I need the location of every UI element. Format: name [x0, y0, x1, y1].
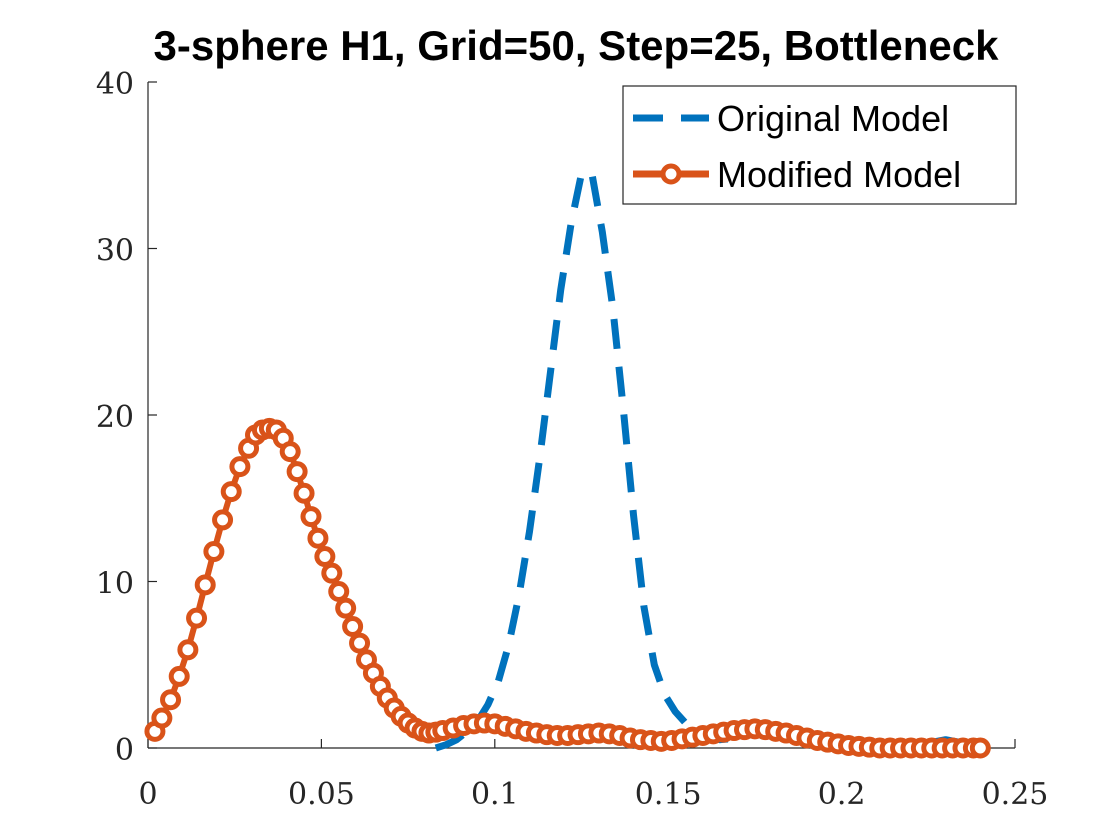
legend-label: Modified Model — [717, 154, 961, 195]
y-tick-label: 40 — [96, 67, 134, 102]
series-2 — [144, 417, 991, 759]
data-point — [151, 707, 173, 729]
data-point — [286, 461, 308, 483]
legend: Original Model Modified Model — [622, 85, 1017, 205]
x-tick-label: 0.05 — [288, 777, 355, 812]
x-tick-label: 0.25 — [982, 777, 1049, 812]
data-point — [335, 597, 357, 619]
x-tick-label: 0 — [138, 777, 157, 812]
series-layer — [144, 170, 991, 759]
data-point — [293, 482, 315, 504]
x-tick-label: 0.15 — [635, 777, 702, 812]
data-point — [300, 506, 322, 528]
y-tick-label: 20 — [96, 400, 134, 435]
data-point — [342, 615, 364, 637]
data-point — [969, 737, 991, 759]
data-point — [160, 689, 182, 711]
data-point — [220, 481, 242, 503]
y-tick-label: 10 — [96, 567, 134, 602]
legend-item: Original Model — [633, 98, 949, 139]
y-tick-label: 0 — [115, 733, 134, 768]
data-point — [229, 456, 251, 478]
legend-marker — [660, 163, 682, 185]
data-point — [349, 632, 371, 654]
chart-title: 3-sphere H1, Grid=50, Step=25, Bottlenec… — [153, 22, 999, 69]
data-point — [314, 546, 336, 568]
legend-item: Modified Model — [633, 154, 961, 195]
series-1 — [434, 170, 982, 752]
data-point — [186, 607, 208, 629]
y-tick-label: 30 — [96, 234, 134, 269]
data-point — [203, 541, 225, 563]
data-point — [212, 509, 234, 531]
x-tick-label: 0.2 — [818, 777, 866, 812]
legend-label: Original Model — [717, 98, 949, 139]
legend-box — [622, 85, 1017, 205]
data-point — [194, 574, 216, 596]
data-point — [168, 665, 190, 687]
data-point — [321, 562, 343, 584]
series-line — [152, 425, 981, 751]
axes: 0 0.05 0.1 0.15 0.2 0.25 0 10 20 30 40 — [96, 67, 1049, 812]
data-point — [328, 580, 350, 602]
data-point — [307, 527, 329, 549]
data-point — [279, 441, 301, 463]
x-tick-label: 0.1 — [471, 777, 519, 812]
data-point — [177, 639, 199, 661]
series-line — [434, 170, 982, 752]
